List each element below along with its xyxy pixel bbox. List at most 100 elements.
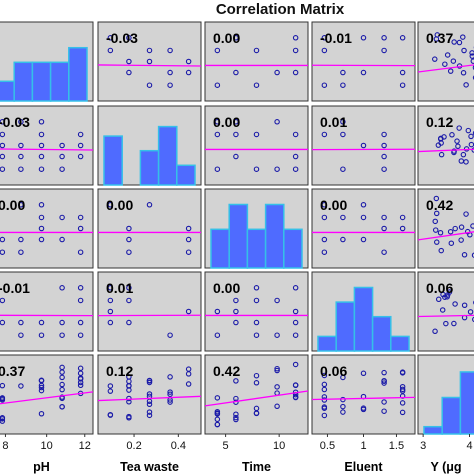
correlation-label-r2-c0: 0.00	[0, 197, 25, 213]
scatter-point-r2-c0-8	[38, 236, 45, 243]
scatter-point-r4-c0-25	[0, 382, 6, 389]
scatter-point-r4-c1-25	[185, 366, 192, 372]
histogram-bar-r1-c1-3	[157, 125, 178, 186]
scatter-point-r1-c2-0	[214, 119, 221, 125]
x-tick-label-1-1: 0.4	[171, 440, 186, 452]
scatter-point-r3-c0-2	[18, 319, 24, 326]
scatter-point-r1-c4-20	[449, 132, 455, 138]
scatter-point-r4-c3-0	[321, 381, 328, 388]
scatter-point-r4-c0-14	[59, 386, 65, 393]
correlation-label-r1-c2: 0.00	[213, 114, 240, 130]
scatter-point-r4-c1-1	[146, 391, 153, 397]
scatter-point-r0-c2-3	[233, 69, 239, 76]
scatter-point-r2-c1-2	[126, 236, 132, 243]
scatter-point-r1-c0-10	[38, 131, 45, 138]
scatter-point-r4-c3-26	[399, 388, 406, 394]
scatter-point-r2-c0-13	[77, 249, 84, 255]
scatter-point-r0-c4-25	[444, 52, 451, 58]
scatter-point-r2-c0-6	[38, 214, 45, 221]
correlation-label-r1-c0: -0.03	[0, 114, 30, 130]
scatter-point-r0-c3-11	[399, 82, 406, 88]
x-tick-label-0-1: 10	[41, 440, 53, 452]
x-tick-label-2-0: 5	[223, 440, 229, 452]
variable-label-eluent: Eluent	[344, 460, 383, 474]
scatter-point-r1-c0-16	[59, 166, 65, 172]
scatter-point-r1-c0-3	[0, 153, 6, 160]
scatter-point-r2-c1-7	[185, 249, 192, 255]
scatter-point-r0-c4-11	[447, 68, 454, 74]
scatter-point-r0-c1-12	[185, 69, 192, 76]
fit-line-r3-c4	[417, 314, 474, 318]
scatter-point-r3-c1-2	[107, 308, 114, 315]
fit-line-r0-c4	[417, 64, 474, 73]
histogram-bar-r4-c4-0	[423, 425, 443, 435]
scatter-point-r0-c4-21	[463, 82, 469, 88]
scatter-point-r3-c2-11	[292, 285, 299, 291]
scatter-point-r4-c0-22	[59, 404, 65, 410]
scatter-point-r1-c0-7	[18, 153, 24, 160]
scatter-point-r1-c0-15	[59, 153, 65, 160]
scatter-point-r4-c2-13	[233, 395, 239, 402]
panel-r3-c0	[0, 271, 94, 352]
correlation-label-r0-c1: -0.03	[106, 30, 138, 46]
histogram-bar-r4-c4-2	[459, 371, 474, 435]
scatter-point-r0-c4-14	[442, 61, 448, 67]
scatter-point-r2-c4-11	[458, 237, 464, 243]
scatter-point-r4-c2-12	[253, 380, 260, 386]
scatter-point-r4-c2-29	[233, 416, 239, 423]
x-tick-label-1-0: 0.2	[126, 440, 141, 452]
scatter-point-r3-c4-11	[443, 320, 449, 327]
scatter-point-r4-c0-17	[77, 376, 84, 382]
scatter-point-r0-c4-23	[450, 58, 457, 64]
scatter-point-r4-c3-29	[360, 405, 367, 411]
scatter-point-r4-c0-11	[59, 381, 65, 388]
correlation-label-r0-c3: -0.01	[320, 30, 352, 46]
scatter-point-r4-c1-4	[126, 395, 132, 402]
scatter-point-r2-c4-23	[433, 239, 440, 245]
scatter-point-r2-c4-3	[461, 252, 468, 258]
scatter-point-r4-c1-3	[167, 389, 173, 395]
fit-line-r4-c1	[97, 395, 202, 402]
scatter-point-r3-c2-1	[214, 332, 221, 338]
scatter-point-r3-c2-6	[253, 297, 260, 304]
scatter-point-r1-c4-8	[454, 138, 460, 144]
scatter-point-r3-c1-8	[185, 308, 192, 315]
scatter-point-r0-c4-16	[456, 39, 463, 46]
scatter-point-r0-c4-13	[469, 50, 474, 56]
scatter-point-r3-c1-4	[126, 285, 132, 291]
scatter-point-r3-c2-13	[292, 319, 299, 326]
scatter-point-r2-c1-6	[185, 236, 192, 243]
scatter-point-r3-c4-28	[451, 320, 457, 327]
scatter-point-r1-c3-5	[381, 131, 387, 138]
scatter-point-r0-c3-7	[381, 35, 387, 41]
scatter-point-r3-c4-14	[461, 302, 468, 309]
scatter-point-r4-c2-4	[214, 395, 221, 401]
scatter-point-r3-c2-8	[253, 332, 260, 338]
scatter-point-r4-c1-5	[167, 391, 173, 398]
scatter-point-r4-c3-10	[399, 386, 406, 393]
scatter-point-r4-c3-24	[321, 397, 328, 403]
scatter-point-r2-c0-7	[38, 225, 45, 232]
scatter-point-r4-c1-27	[126, 378, 132, 385]
scatter-point-r1-c0-6	[18, 142, 24, 149]
scatter-point-r1-c2-2	[214, 166, 221, 172]
scatter-point-r1-c4-25	[468, 133, 474, 140]
scatter-point-r1-c4-27	[438, 140, 444, 146]
scatter-point-r1-c0-18	[77, 142, 84, 149]
scatter-point-r4-c2-14	[292, 382, 299, 389]
scatter-point-r2-c4-4	[437, 230, 444, 236]
scatter-point-r4-c0-20	[38, 387, 45, 394]
scatter-point-r4-c3-7	[381, 408, 387, 414]
scatter-point-r1-c2-6	[253, 131, 260, 138]
histogram-bar-r1-c1-2	[139, 149, 160, 186]
scatter-point-r4-c1-9	[107, 383, 114, 389]
scatter-point-r4-c0-27	[38, 382, 45, 389]
scatter-point-r3-c0-1	[0, 319, 6, 326]
scatter-point-r4-c2-0	[274, 403, 280, 410]
scatter-point-r1-c0-14	[59, 142, 65, 149]
scatter-point-r4-c3-18	[340, 409, 346, 415]
correlation-label-r1-c4: 0.12	[426, 114, 453, 130]
scatter-point-r3-c2-4	[233, 319, 239, 326]
scatter-point-r0-c4-1	[470, 58, 474, 64]
